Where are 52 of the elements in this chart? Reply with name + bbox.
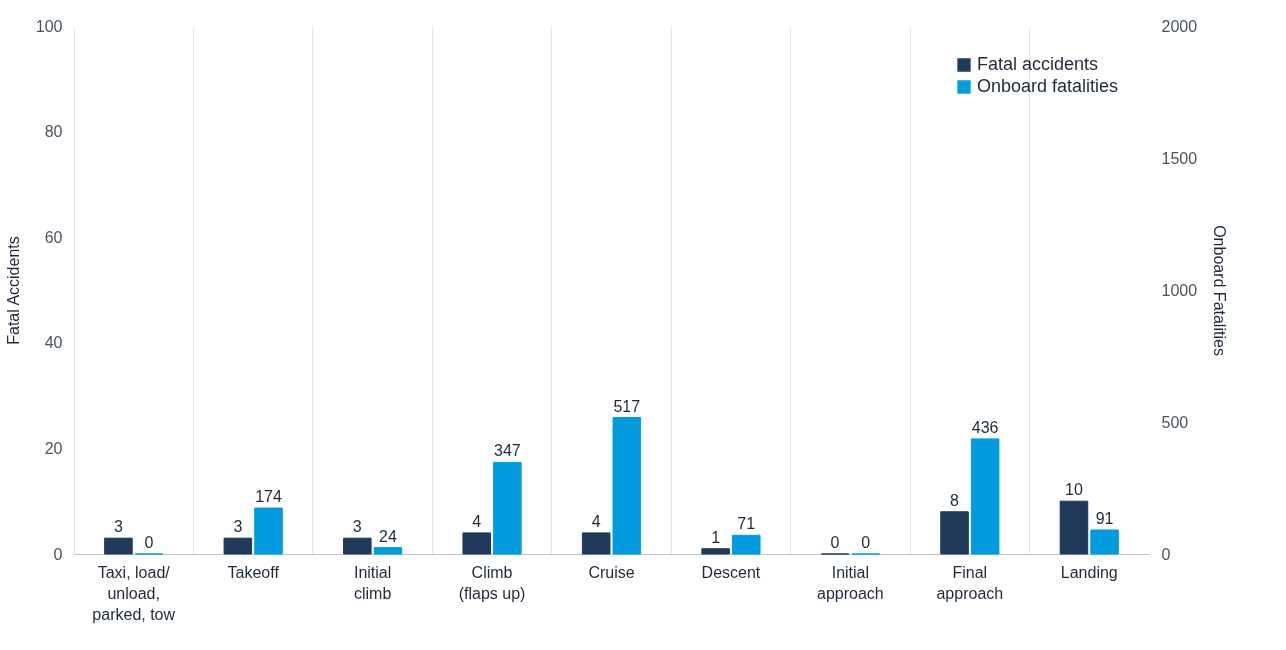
x-tick-label: Climb (flaps up) (458, 563, 526, 602)
legend-label: Fatal accidents (977, 54, 1099, 74)
data-label: 4 (472, 512, 482, 530)
y-tick-label: 80 (44, 123, 63, 141)
data-label: 8 (950, 491, 960, 509)
y-tick-label: 20 (44, 439, 63, 457)
data-label: 10 (1065, 481, 1083, 499)
bar (1059, 500, 1089, 555)
bar (731, 534, 761, 555)
y-tick-label: 100 (35, 17, 63, 35)
y-tick-label: 0 (53, 545, 63, 563)
bar (612, 417, 642, 555)
bar (254, 507, 283, 555)
y2-tick-label: 0 (1161, 545, 1171, 563)
data-label: 24 (379, 527, 397, 545)
x-tick-label: Final approach (936, 563, 1004, 602)
data-label: 91 (1095, 509, 1114, 527)
y-axis-title: Fatal Accidents (4, 236, 22, 345)
bar (104, 537, 133, 555)
bar (462, 532, 492, 555)
data-label: 0 (144, 534, 154, 551)
x-tick-label: Initial climb (353, 563, 392, 602)
x-tick-label: Takeoff (227, 563, 280, 581)
y2-tick-label: 2000 (1161, 17, 1198, 35)
data-label: 0 (861, 534, 871, 551)
y2-tick-label: 1500 (1161, 149, 1198, 167)
y2-tick-label: 1000 (1161, 281, 1198, 299)
data-label: 1 (711, 528, 721, 546)
bar (970, 438, 1000, 555)
data-label: 174 (255, 488, 282, 506)
x-tick-label: Initial approach (817, 563, 884, 602)
data-label: 4 (591, 512, 601, 530)
y2-axis-title: Onboard Fatalities (1211, 225, 1229, 356)
legend-label: Onboard fatalities (977, 76, 1119, 96)
bar (493, 461, 522, 555)
data-label: 517 (613, 397, 641, 415)
x-tick-label: Cruise (588, 563, 635, 581)
x-tick-label: Taxi, load/ unload, parked, tow (92, 563, 176, 623)
bar (581, 532, 611, 555)
data-label: 3 (113, 518, 123, 536)
bar (343, 537, 372, 555)
data-label: 3 (233, 518, 243, 536)
data-label: 3 (352, 518, 362, 536)
data-label: 71 (737, 515, 756, 533)
y-tick-label: 40 (44, 334, 63, 352)
data-label: 436 (971, 418, 999, 436)
y2-tick-label: 500 (1161, 413, 1189, 431)
x-tick-label: Descent (701, 563, 761, 581)
y-tick-label: 60 (44, 228, 63, 246)
x-tick-label: Landing (1060, 563, 1118, 581)
data-label: 347 (494, 442, 521, 460)
data-label: 0 (830, 534, 840, 551)
